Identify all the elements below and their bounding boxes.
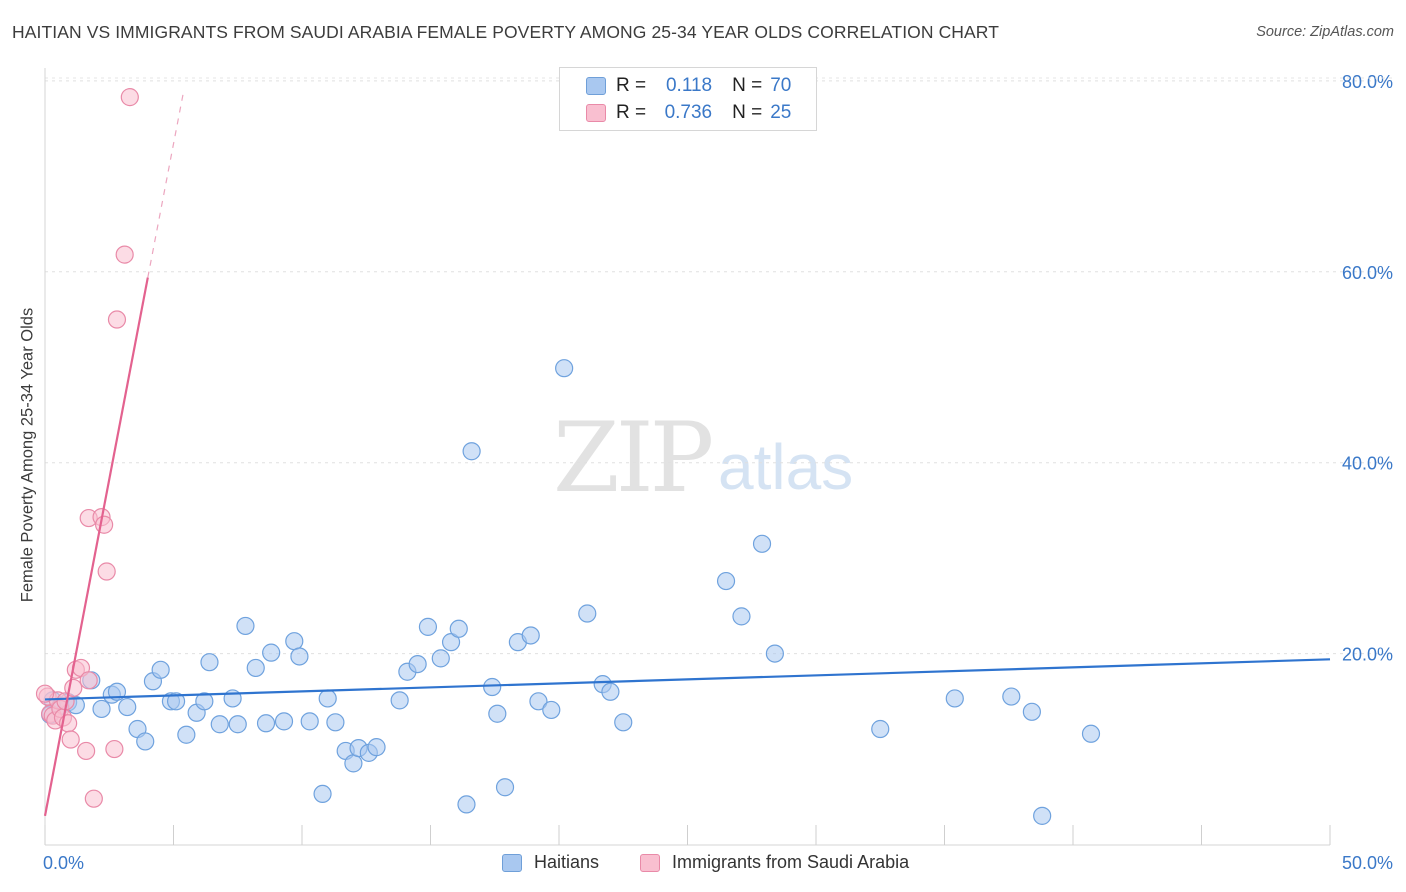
haitians-point — [495, 778, 515, 797]
r-label: R = — [616, 102, 647, 123]
correlation-legend: R = 0.118 N = 70 R = 0.736 N = 25 — [559, 67, 817, 131]
saudi-point — [35, 684, 55, 703]
x-tick-label: 50.0% — [1342, 853, 1393, 873]
legend-row-saudi: R = 0.736 N = 25 — [586, 101, 791, 125]
y-tick-label: 80.0% — [1342, 72, 1393, 92]
saudi-point — [107, 310, 127, 329]
n-label: N = — [732, 102, 763, 123]
haitians-trend-line — [44, 658, 1331, 701]
n-label: N = — [732, 75, 763, 96]
haitians-point — [945, 689, 964, 708]
haitians-point — [483, 677, 502, 697]
haitians-point — [408, 654, 427, 674]
haitians-point — [195, 692, 214, 711]
haitians-point — [765, 644, 784, 663]
haitians-point — [300, 712, 319, 731]
y-tick-label: 40.0% — [1342, 454, 1393, 474]
saudi-trend-extension — [147, 90, 185, 278]
haitians-point — [246, 658, 265, 678]
legend-swatch-saudi — [640, 853, 660, 872]
haitians-point — [1081, 724, 1101, 743]
haitians-point — [732, 607, 751, 626]
haitians-point — [431, 649, 450, 668]
source-label: Source: ZipAtlas.com — [1256, 24, 1394, 40]
saudi-point — [97, 562, 116, 581]
saudi-point — [115, 245, 134, 264]
haitians-point — [136, 732, 155, 751]
haitians-point — [1022, 702, 1041, 721]
saudi-point — [95, 515, 114, 534]
haitians-point — [118, 697, 137, 717]
saudi-point — [105, 739, 124, 759]
haitians-point — [200, 653, 219, 672]
watermark-atlas: atlas — [718, 431, 854, 503]
saudi-point — [77, 741, 96, 761]
saudi-point — [84, 789, 103, 808]
haitians-point — [151, 660, 170, 679]
haitians-point — [578, 604, 597, 623]
haitians-point — [344, 754, 363, 773]
x-tick-label: 0.0% — [43, 853, 84, 873]
haitians-point — [313, 784, 332, 804]
legend-swatch-saudi — [586, 104, 606, 122]
haitians-point — [367, 738, 386, 757]
haitians-point — [318, 689, 337, 708]
legend-label-saudi: Immigrants from Saudi Arabia — [672, 852, 910, 872]
r-value-haitians: 0.118 — [665, 75, 713, 96]
haitians-point — [274, 712, 294, 731]
haitians-point — [529, 692, 548, 711]
legend-item-haitians: Haitians — [502, 852, 599, 873]
watermark-zip: ZIP — [553, 402, 714, 514]
chart-title: HAITIAN VS IMMIGRANTS FROM SAUDI ARABIA … — [12, 22, 1000, 42]
legend-item-saudi: Immigrants from Saudi Arabia — [640, 852, 909, 873]
r-value-saudi: 0.736 — [664, 102, 713, 123]
haitians-point — [390, 691, 409, 710]
saudi-point — [61, 730, 80, 749]
haitians-point — [457, 795, 476, 814]
haitians-point — [1033, 806, 1052, 825]
legend-label-haitians: Haitians — [534, 852, 600, 872]
y-tick-label: 60.0% — [1342, 263, 1393, 283]
haitians-point — [871, 719, 890, 739]
haitians-point — [601, 682, 620, 701]
haitians-point — [92, 699, 111, 719]
haitians-point — [555, 359, 574, 378]
haitians-point — [166, 692, 186, 711]
haitians-point — [542, 700, 561, 720]
haitians-point — [285, 632, 304, 651]
haitians-point — [262, 643, 281, 662]
haitians-point — [210, 715, 229, 734]
haitians-point — [177, 725, 196, 744]
haitians-point — [488, 704, 507, 723]
haitians-point — [326, 713, 345, 732]
y-tick-label: 20.0% — [1342, 645, 1393, 665]
n-value-haitians: 70 — [770, 75, 792, 96]
saudi-point — [79, 671, 98, 690]
series-legend: Haitians Immigrants from Saudi Arabia — [0, 852, 1406, 876]
legend-swatch-haitians — [502, 853, 522, 872]
haitians-point — [256, 714, 276, 733]
haitians-point — [290, 647, 309, 666]
haitians-point — [462, 442, 481, 461]
haitians-point — [418, 617, 438, 636]
haitians-point — [441, 633, 461, 652]
haitians-point — [1002, 687, 1021, 706]
haitians-point — [228, 715, 247, 734]
haitians-point — [614, 713, 633, 732]
haitians-point — [716, 571, 736, 591]
saudi-trend-line — [43, 277, 149, 817]
legend-row-haitians: R = 0.118 N = 70 — [586, 74, 791, 98]
haitians-point — [449, 619, 468, 638]
haitians-point — [521, 626, 540, 645]
r-label: R = — [616, 75, 647, 96]
n-value-saudi: 25 — [770, 102, 792, 123]
haitians-point — [752, 534, 772, 553]
haitians-point — [236, 616, 255, 636]
legend-swatch-haitians — [586, 77, 606, 95]
saudi-point — [120, 88, 139, 107]
